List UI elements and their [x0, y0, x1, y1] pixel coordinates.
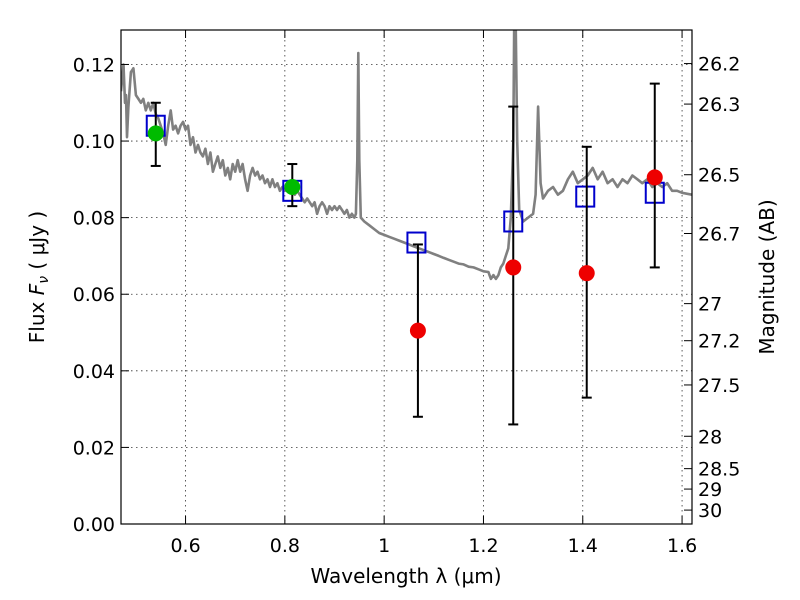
x-tick-label: 0.8 [270, 535, 300, 557]
y2-tick-label: 26.2 [698, 54, 740, 76]
spectrum-line [121, 30, 692, 281]
x-tick-label: 1.2 [468, 535, 498, 557]
y-tick-label: 0.00 [73, 514, 115, 536]
axes: 0.6 0.8 1 1.2 1.4 1.6 0.00 0.02 0.04 0.06 0.08 0.10… [73, 30, 740, 557]
low-significance-point [578, 265, 595, 282]
markers [145, 82, 665, 426]
low-significance-point [409, 322, 426, 339]
plot-area [121, 30, 692, 281]
y2-tick-label: 28 [698, 426, 722, 448]
detection-point [284, 179, 301, 196]
y2-tick-label: 26.5 [698, 165, 740, 187]
y2-axis-title: Magnitude (AB) [755, 199, 779, 354]
x-axis-title: Wavelength λ (μm) [310, 564, 501, 588]
y-axis-title: Flux Fν ( μJy ) [25, 211, 52, 343]
x-tick-label: 1 [378, 535, 390, 557]
y2-tick-label: 30 [698, 500, 722, 522]
detection-point [147, 125, 164, 142]
y2-tick-label: 26.3 [698, 94, 740, 116]
model-photometry-square [575, 185, 596, 208]
y2-tick-label: 27 [698, 294, 722, 316]
low-significance-point [505, 259, 522, 276]
y-tick-label: 0.02 [73, 437, 115, 459]
y2-tick-label: 28.5 [698, 459, 740, 481]
grid [121, 30, 692, 524]
model-photometry-square [406, 231, 427, 254]
x-tick-label: 1.4 [568, 535, 598, 557]
y-tick-label: 0.10 [73, 131, 115, 153]
x-tick-label: 0.6 [170, 535, 200, 557]
low-significance-point [646, 169, 663, 186]
y-tick-label: 0.08 [73, 208, 115, 230]
y2-tick-label: 26.7 [698, 223, 740, 245]
plot-frame [120, 29, 693, 525]
y2-tick-label: 27.2 [698, 331, 740, 353]
y2-tick-label: 29 [698, 479, 722, 501]
x-tick-label: 1.6 [667, 535, 697, 557]
y-tick-label: 0.06 [73, 284, 115, 306]
y-tick-label: 0.04 [73, 361, 115, 383]
y2-tick-label: 27.5 [698, 375, 740, 397]
y-tick-label: 0.12 [73, 54, 115, 76]
